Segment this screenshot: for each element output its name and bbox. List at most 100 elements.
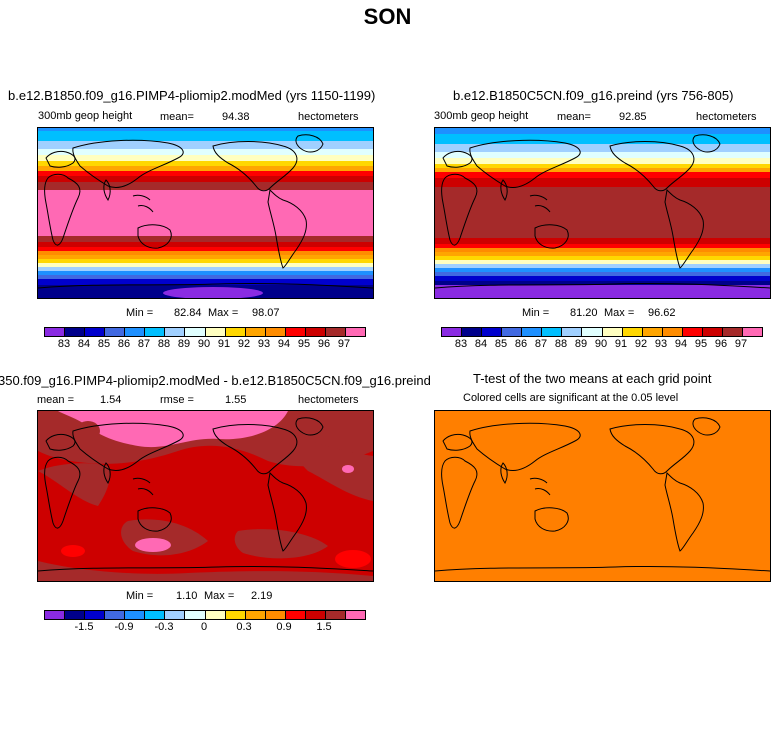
colorbar-swatch (185, 328, 206, 336)
colorbar-tick-label: -0.3 (154, 621, 174, 633)
panel3-min-label: Min = (126, 590, 154, 602)
panel2-min-value: 81.20 (570, 307, 598, 319)
colorbar-tick-label: 93 (654, 338, 668, 350)
colorbar-tick-label: 89 (574, 338, 588, 350)
colorbar-swatch (245, 611, 266, 619)
colorbar-tick-label: 84 (474, 338, 488, 350)
colorbar-swatch (105, 328, 126, 336)
colorbar-swatch (622, 328, 643, 336)
panel1-colorbar (44, 327, 366, 337)
colorbar-swatch (285, 611, 306, 619)
colorbar-tick-label: 0.3 (236, 621, 252, 633)
colorbar-swatch (662, 328, 683, 336)
page-title: SON (363, 4, 412, 29)
colorbar-swatch (702, 328, 723, 336)
panel3-mean-value: 1.54 (100, 394, 122, 406)
colorbar-tick-label: 86 (514, 338, 528, 350)
colorbar-swatch (65, 328, 86, 336)
panel3-max-value: 2.19 (251, 590, 273, 602)
panel4-subtitle: Colored cells are significant at the 0.0… (463, 392, 679, 404)
colorbar-tick-label: 84 (77, 338, 91, 350)
panel3-colorbar (44, 610, 366, 620)
colorbar-swatch (305, 328, 326, 336)
colorbar-swatch (285, 328, 306, 336)
colorbar-swatch (225, 328, 246, 336)
colorbar-tick-label: 90 (594, 338, 608, 350)
colorbar-swatch (582, 328, 603, 336)
panel2-min-label: Min = (522, 307, 550, 319)
panel1-mean-label: mean= (160, 111, 194, 123)
colorbar-swatch (165, 611, 186, 619)
colorbar-tick-label: 88 (157, 338, 171, 350)
colorbar-swatch (682, 328, 703, 336)
colorbar-tick-label: 93 (257, 338, 271, 350)
colorbar-swatch (722, 328, 743, 336)
colorbar-swatch (85, 328, 106, 336)
panel3-colorbar-ticks: -1.5 -0.9 -0.3 0 0.3 0.9 1.5 (44, 621, 364, 635)
panel3-title: 350.f09_g16.PIMP4-pliomip2.modMed - b.e1… (0, 373, 431, 388)
colorbar-swatch (325, 611, 346, 619)
colorbar-tick-label: 83 (454, 338, 468, 350)
colorbar-swatch (125, 611, 146, 619)
colorbar-swatch (325, 328, 346, 336)
colorbar-tick-label: 92 (634, 338, 648, 350)
panel4-title: T-test of the two means at each grid poi… (473, 371, 712, 386)
panel1-units: hectometers (298, 111, 359, 123)
panel2-colorbar-ticks: 83 84 85 86 87 88 89 90 91 92 93 94 95 96 97 (441, 338, 761, 352)
colorbar-tick-label: 94 (277, 338, 291, 350)
colorbar-tick-label: 96 (317, 338, 331, 350)
colorbar-tick-label: 89 (177, 338, 191, 350)
colorbar-tick-label: 94 (674, 338, 688, 350)
colorbar-swatch (45, 328, 66, 336)
panel1-max-label: Max = (208, 307, 239, 319)
colorbar-swatch (542, 328, 563, 336)
panel2-units: hectometers (696, 111, 757, 123)
colorbar-tick-label: 95 (694, 338, 708, 350)
panel2-title: b.e12.B1850C5CN.f09_g16.preind (yrs 756-… (453, 88, 734, 103)
colorbar-swatch (145, 328, 166, 336)
panel1-field (38, 128, 373, 298)
colorbar-tick-label: 86 (117, 338, 131, 350)
panel2-mean-label: mean= (557, 111, 591, 123)
colorbar-tick-label: 90 (197, 338, 211, 350)
colorbar-swatch (125, 328, 146, 336)
colorbar-swatch (205, 328, 226, 336)
colorbar-tick-label: 91 (217, 338, 231, 350)
panel3-rmse-value: 1.55 (225, 394, 247, 406)
colorbar-swatch (225, 611, 246, 619)
panel1-title: b.e12.B1850.f09_g16.PIMP4-pliomip2.modMe… (8, 88, 376, 103)
colorbar-swatch (165, 328, 186, 336)
panel4-map (434, 410, 771, 582)
panel2-mean-value: 92.85 (619, 111, 647, 123)
panel3-min-value: 1.10 (176, 590, 198, 602)
panel1-map (37, 127, 374, 299)
colorbar-swatch (482, 328, 503, 336)
panel1-colorbar-ticks: 83 84 85 86 87 88 89 90 91 92 93 94 95 96 97 (44, 338, 364, 352)
colorbar-tick-label: 0.9 (276, 621, 292, 633)
panel3-units: hectometers (298, 394, 359, 406)
colorbar-tick-label: -1.5 (74, 621, 94, 633)
colorbar-tick-label: 97 (734, 338, 748, 350)
colorbar-swatch (85, 611, 106, 619)
panel3-field (38, 411, 373, 581)
colorbar-swatch (145, 611, 166, 619)
colorbar-tick-label: 87 (534, 338, 548, 350)
colorbar-tick-label: 87 (137, 338, 151, 350)
colorbar-swatch (345, 611, 365, 619)
colorbar-tick-label: 92 (237, 338, 251, 350)
colorbar-tick-label: 91 (614, 338, 628, 350)
panel1-variable: 300mb geop height (38, 110, 133, 122)
colorbar-tick-label: 88 (554, 338, 568, 350)
panel2-field (435, 128, 770, 298)
colorbar-tick-label: 85 (494, 338, 508, 350)
colorbar-swatch (265, 328, 286, 336)
colorbar-swatch (442, 328, 463, 336)
colorbar-swatch (105, 611, 126, 619)
panel3-rmse-label: rmse = (160, 394, 194, 406)
colorbar-swatch (462, 328, 483, 336)
panel3-mean-label: mean = (37, 394, 74, 406)
panel2-map (434, 127, 771, 299)
colorbar-swatch (642, 328, 663, 336)
panel1-max-value: 98.07 (252, 307, 280, 319)
panel2-colorbar (441, 327, 763, 337)
